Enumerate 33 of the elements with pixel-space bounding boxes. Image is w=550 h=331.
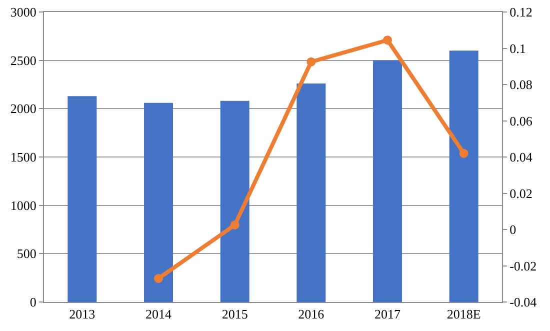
x-tick-label: 2015 [222, 306, 248, 322]
point [459, 148, 468, 158]
y2-tick-label: 0.06 [510, 113, 533, 128]
point [306, 57, 316, 66]
y-tick-label: 3000 [10, 4, 36, 20]
y-tick-label: 500 [16, 246, 36, 262]
y2-tick-label: -0.02 [510, 258, 537, 274]
y-tick-label: 1000 [10, 198, 36, 213]
bar [220, 100, 250, 302]
y2-tick-label: 0.1 [510, 40, 526, 56]
point [230, 220, 240, 230]
bar [144, 102, 173, 302]
y2-tick-label: 0.12 [510, 4, 532, 20]
y2-tick-label: 0.02 [510, 186, 532, 201]
bar [296, 84, 326, 302]
y-tick-label: 0 [30, 294, 36, 310]
y-tick-label: 2000 [10, 101, 36, 116]
point [383, 36, 392, 45]
bar [373, 60, 402, 302]
y-tick-label: 2500 [10, 52, 36, 68]
x-tick-label: 2017 [374, 306, 401, 322]
x-tick-label: 2013 [69, 306, 96, 322]
y-tick-label: 1500 [10, 150, 36, 165]
x-tick-label: 2016 [298, 306, 325, 322]
bar [449, 50, 478, 302]
x-tick-label: 2018E [446, 306, 481, 322]
y2-tick-label: 0 [510, 222, 516, 238]
bar [68, 96, 97, 302]
x-tick-label: 2014 [146, 306, 172, 322]
y2-tick-label: 0.04 [510, 150, 533, 165]
point [154, 274, 163, 283]
y2-tick-label: -0.04 [510, 294, 538, 310]
y2-tick-label: 0.08 [510, 77, 532, 92]
